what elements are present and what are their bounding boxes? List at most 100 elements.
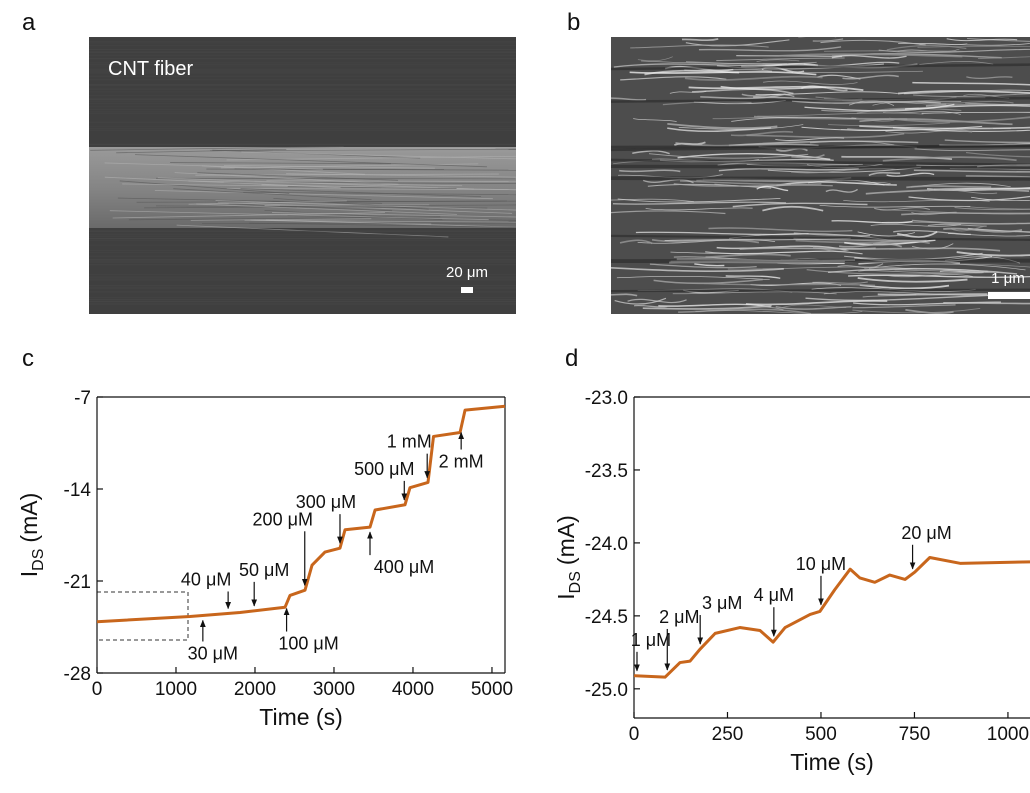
annotation: 50 μM (239, 560, 289, 580)
annotation: 2 mM (439, 452, 484, 472)
panel-label: a (22, 9, 36, 36)
texture (805, 294, 992, 302)
texture (852, 304, 956, 309)
texture (648, 153, 809, 159)
texture (619, 239, 653, 245)
x-tick-label: 2000 (234, 679, 276, 700)
y-axis-title-unit: (mA) (553, 515, 579, 565)
texture (977, 56, 1030, 59)
texture (819, 204, 971, 208)
annotation: 3 μM (702, 593, 742, 613)
texture (188, 180, 463, 187)
texture (911, 219, 1030, 225)
texture (720, 85, 826, 90)
texture (669, 90, 707, 94)
texture (667, 122, 778, 130)
texture (739, 247, 876, 250)
texture (210, 148, 516, 152)
texture (732, 202, 868, 208)
texture (611, 164, 1030, 170)
texture (611, 63, 1030, 71)
texture (266, 180, 516, 182)
texture (775, 305, 852, 310)
texture (828, 267, 1018, 275)
texture (226, 187, 516, 191)
texture (611, 234, 1030, 241)
data-line (96, 404, 506, 624)
texture (620, 76, 727, 81)
texture (762, 80, 858, 85)
texture (731, 116, 857, 122)
texture (967, 227, 1030, 233)
texture (948, 233, 1030, 237)
y-tick-label: -24.0 (585, 534, 628, 555)
texture (611, 293, 638, 297)
annotation: 30 μM (188, 643, 238, 663)
texture (135, 154, 487, 168)
texture (921, 111, 1030, 114)
x-axis-title: Time (s) (259, 704, 342, 730)
scale-bar (461, 287, 473, 293)
texture (611, 96, 1030, 103)
y-axis-title: IDS (mA) (16, 493, 47, 577)
texture (762, 205, 824, 212)
annotation: 1 mM (387, 432, 432, 452)
texture (882, 156, 1017, 162)
texture (919, 60, 994, 65)
annotation: 200 μM (253, 509, 313, 529)
y-tick-label: -21 (64, 572, 91, 593)
panel-label: c (22, 345, 34, 372)
texture (632, 150, 670, 155)
texture (273, 147, 496, 151)
texture (842, 74, 899, 80)
texture (154, 190, 493, 200)
texture (928, 189, 998, 194)
texture (950, 225, 986, 232)
texture (170, 162, 392, 165)
texture (104, 162, 323, 170)
texture (629, 71, 817, 76)
image-caption: CNT fiber (108, 58, 194, 80)
texture (716, 57, 845, 62)
texture (901, 212, 1030, 216)
texture (243, 191, 516, 196)
texture (611, 97, 647, 101)
texture (857, 231, 916, 237)
texture (812, 38, 844, 42)
texture (841, 181, 891, 185)
texture (217, 201, 513, 214)
texture (779, 53, 963, 58)
texture (708, 227, 853, 232)
texture (939, 269, 984, 274)
annotation: 2 μM (659, 607, 699, 627)
texture (793, 232, 871, 237)
texture (651, 239, 760, 244)
texture (280, 204, 516, 207)
texture (913, 93, 1030, 98)
x-axis-title: Time (s) (790, 749, 873, 775)
texture (838, 243, 903, 248)
texture (906, 185, 992, 189)
texture (90, 146, 344, 151)
texture (971, 196, 1030, 202)
texture (119, 180, 290, 194)
texture (913, 169, 1030, 173)
x-tick-label: 4000 (392, 679, 434, 700)
texture (645, 207, 753, 211)
texture (286, 173, 516, 178)
texture (848, 274, 1030, 278)
texture (226, 155, 516, 161)
sem-image (611, 37, 1030, 314)
texture (679, 180, 822, 186)
annotation: 1 μM (631, 630, 671, 650)
texture (944, 139, 1030, 144)
texture (868, 171, 901, 177)
texture (877, 293, 988, 296)
texture (853, 301, 1002, 306)
texture (824, 50, 974, 52)
texture (700, 93, 786, 100)
texture (848, 100, 895, 107)
texture (647, 183, 772, 189)
annotation: 10 μM (796, 554, 846, 574)
